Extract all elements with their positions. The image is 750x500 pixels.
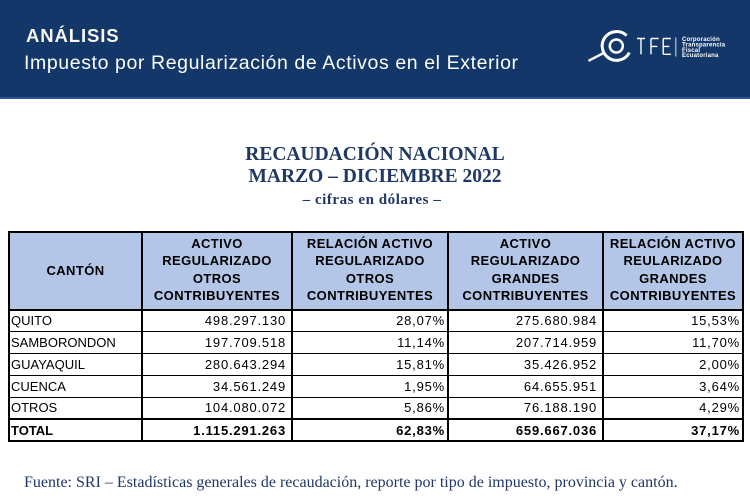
svg-text:Transparencia: Transparencia [682,42,726,48]
svg-text:Corporación: Corporación [682,37,720,43]
svg-text:Fiscal: Fiscal [682,48,700,54]
svg-text:Ecuatoriana: Ecuatoriana [682,53,719,59]
